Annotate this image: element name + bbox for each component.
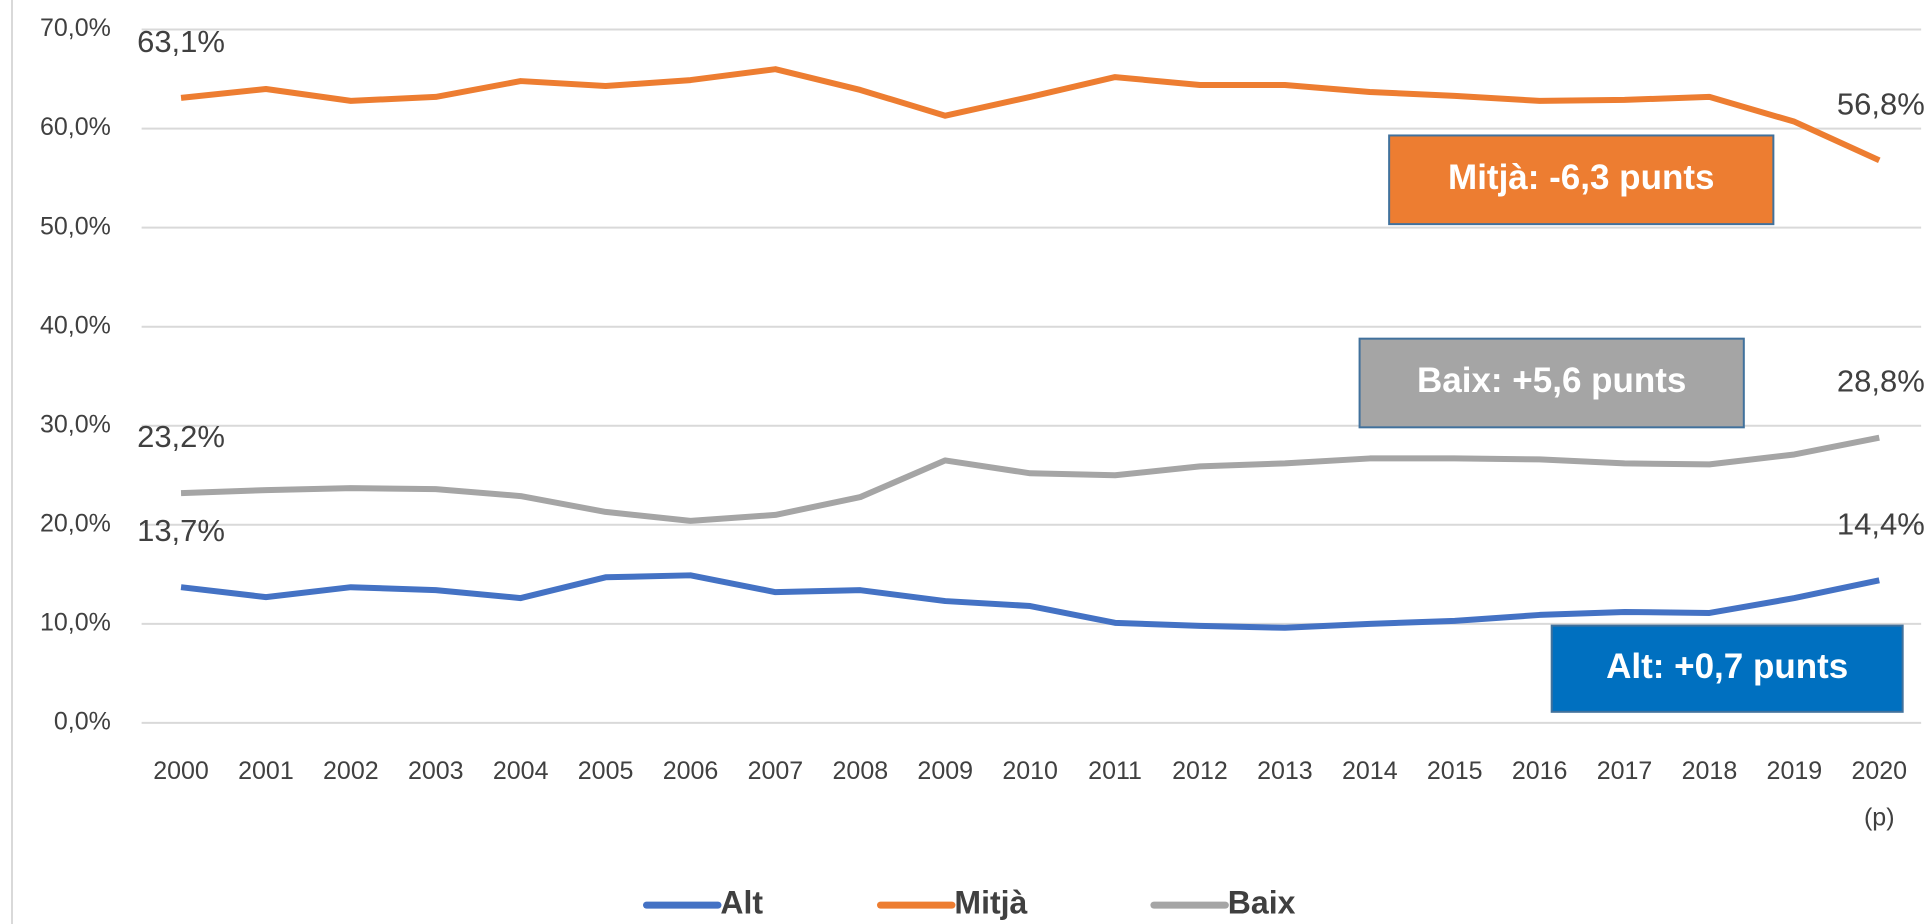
series-line [180, 434, 1880, 524]
data-label: 23,2% [137, 419, 225, 454]
x-tick-label: 2020 [1851, 757, 1907, 785]
x-note: (p) [1864, 804, 1895, 832]
x-tick-label: 2011 [1088, 757, 1142, 785]
data-label: 63,1% [137, 24, 225, 59]
x-tick-label: 2008 [833, 757, 889, 785]
x-tick-label: 2003 [408, 757, 464, 785]
x-tick-label: 2019 [1767, 757, 1823, 785]
x-tick-label: 2016 [1512, 757, 1568, 785]
x-tick-label: 2010 [1002, 757, 1058, 785]
annotation-text: Mitjà: -6,3 punts [1448, 158, 1714, 197]
data-label: 13,7% [137, 513, 225, 548]
data-label: 56,8% [1837, 86, 1925, 121]
x-tick-label: 2006 [663, 757, 719, 785]
x-tick-label: 2002 [323, 757, 379, 785]
y-tick-label: 30,0% [40, 410, 111, 438]
x-tick-label: 2009 [917, 757, 973, 785]
series-line [180, 66, 1881, 164]
x-tick-label: 2014 [1342, 757, 1398, 785]
y-tick-label: 70,0% [40, 14, 111, 42]
annotation-text: Baix: +5,6 punts [1417, 361, 1686, 400]
x-tick-label: 2018 [1682, 757, 1738, 785]
x-tick-label: 2004 [493, 757, 549, 785]
series-line [180, 572, 1880, 631]
annotation-box [1358, 337, 1745, 429]
legend-label: Mitjà [954, 885, 1027, 921]
y-tick-label: 60,0% [40, 113, 111, 141]
legend-label: Alt [720, 885, 763, 921]
x-tick-label: 2013 [1257, 757, 1313, 785]
annotation-box [1388, 134, 1775, 226]
data-label: 28,8% [1837, 364, 1925, 399]
legend-label: Baix [1228, 885, 1296, 921]
x-tick-label: 2007 [748, 757, 804, 785]
x-tick-label: 2017 [1597, 757, 1653, 785]
y-tick-label: 10,0% [40, 608, 111, 636]
data-label: 14,4% [1837, 506, 1925, 541]
annotation-text: Alt: +0,7 punts [1606, 647, 1848, 686]
y-tick-label: 20,0% [40, 509, 111, 537]
y-tick-label: 40,0% [40, 311, 111, 339]
x-tick-label: 2015 [1427, 757, 1483, 785]
x-tick-label: 2001 [238, 757, 294, 785]
x-tick-label: 2005 [578, 757, 634, 785]
x-tick-label: 2012 [1172, 757, 1228, 785]
y-tick-label: 0,0% [54, 708, 111, 736]
x-tick-label: 2000 [153, 757, 209, 785]
y-tick-label: 50,0% [40, 212, 111, 240]
annotation-box [1550, 624, 1904, 713]
